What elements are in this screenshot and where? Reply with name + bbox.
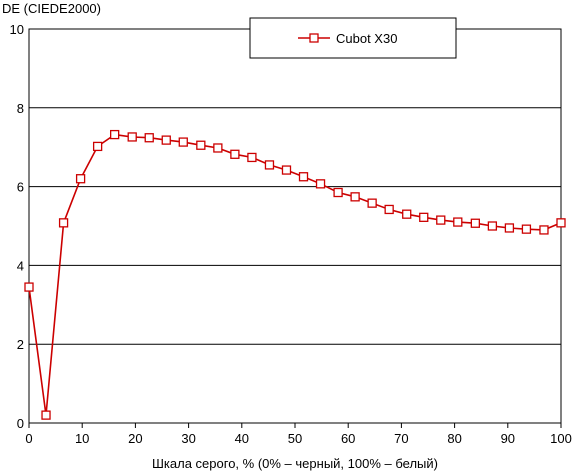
- y-axis-ticks: 0 2 4 6 8 10: [10, 22, 24, 431]
- data-point: [384, 204, 394, 215]
- data-point: [470, 218, 480, 228]
- x-tick-label: 80: [447, 431, 461, 446]
- x-tick-label: 90: [501, 431, 515, 446]
- legend-marker: [309, 33, 319, 43]
- x-tick-label: 30: [181, 431, 195, 446]
- data-point: [504, 223, 515, 233]
- series-markers: [24, 129, 566, 420]
- data-point: [402, 209, 412, 219]
- x-tick-label: 100: [550, 431, 572, 446]
- plot-area: [28, 28, 562, 424]
- data-point: [264, 160, 275, 170]
- x-tick-label: 40: [235, 431, 249, 446]
- y-axis-label: DE (CIEDE2000): [2, 1, 101, 16]
- data-point: [178, 137, 188, 147]
- legend-label: Cubot X30: [336, 31, 397, 46]
- y-tick-label: 4: [17, 258, 24, 273]
- data-point: [24, 282, 34, 292]
- series-cubot-x30: [24, 129, 566, 420]
- x-axis-ticks: 0 10 20 30 40 50 60 70 80 90 100: [25, 423, 572, 446]
- data-point: [539, 225, 549, 235]
- x-tick-label: 10: [75, 431, 89, 446]
- data-point: [298, 172, 309, 182]
- data-point: [92, 141, 103, 152]
- data-point: [487, 221, 498, 231]
- y-tick-label: 0: [17, 416, 24, 431]
- x-tick-label: 50: [288, 431, 302, 446]
- data-point: [367, 198, 377, 208]
- x-tick-label: 60: [341, 431, 355, 446]
- grid-lines: [29, 107, 561, 345]
- y-tick-label: 6: [17, 180, 24, 195]
- data-point: [144, 133, 154, 143]
- y-tick-label: 10: [10, 22, 24, 37]
- data-point: [453, 217, 463, 227]
- data-point: [110, 129, 120, 140]
- data-point: [58, 218, 69, 228]
- y-tick-label: 8: [17, 101, 24, 116]
- data-point: [127, 132, 137, 142]
- data-point: [315, 179, 326, 189]
- data-point: [350, 192, 360, 202]
- legend: Cubot X30: [249, 17, 457, 59]
- x-tick-label: 70: [394, 431, 408, 446]
- data-point: [213, 143, 223, 153]
- series-line: [28, 133, 562, 416]
- data-point: [556, 218, 566, 228]
- data-point: [333, 187, 343, 198]
- x-tick-label: 20: [128, 431, 142, 446]
- x-axis-label: Шкала серого, % (0% – черный, 100% – бел…: [152, 456, 438, 471]
- data-point: [521, 224, 532, 234]
- data-point: [161, 135, 171, 145]
- x-tick-label: 0: [25, 431, 32, 446]
- data-point: [247, 152, 257, 163]
- data-point: [436, 215, 446, 225]
- data-point: [419, 212, 429, 222]
- y-tick-label: 2: [17, 337, 24, 352]
- data-point: [75, 174, 86, 184]
- data-point: [41, 410, 51, 420]
- data-point: [230, 149, 240, 159]
- data-point: [196, 140, 206, 150]
- legend-box: [249, 17, 457, 59]
- data-point: [281, 165, 292, 175]
